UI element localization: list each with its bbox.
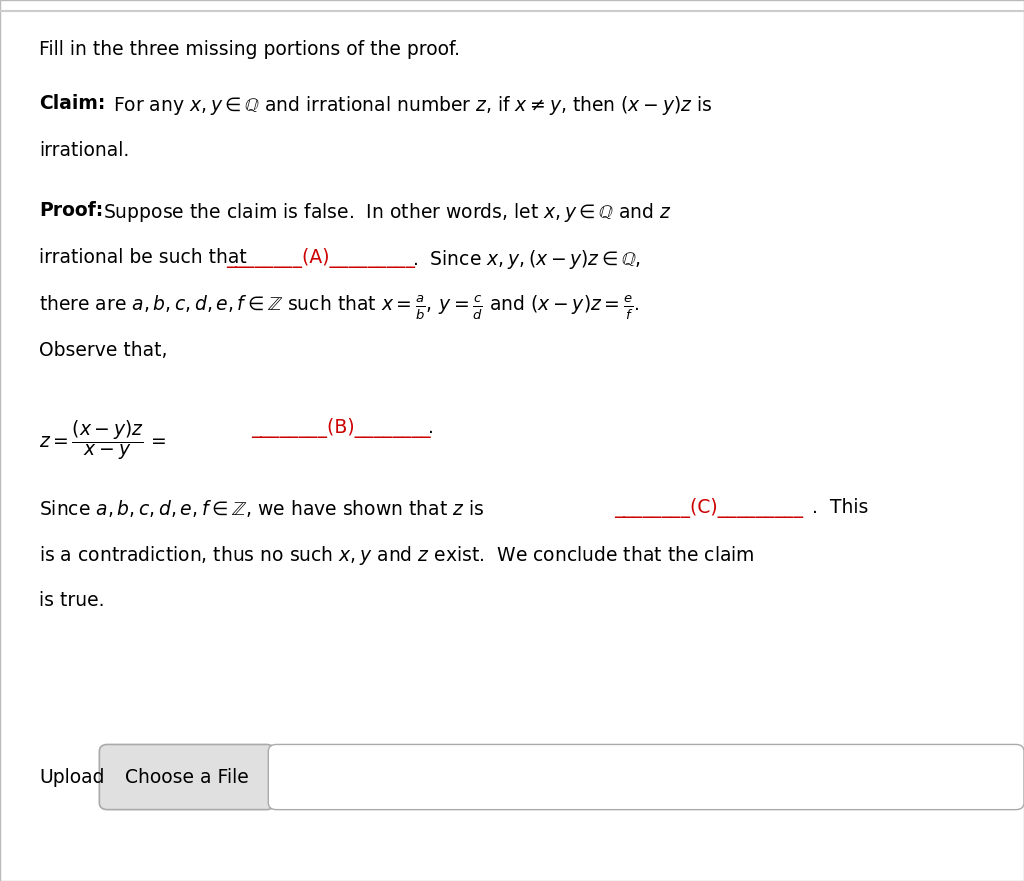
FancyBboxPatch shape [99,744,274,810]
Text: ________(C)_________: ________(C)_________ [614,498,804,518]
Text: For any $x, y \in \mathbb{Q}$ and irrational number $z$, if $x \neq y$, then $(x: For any $x, y \in \mathbb{Q}$ and irrati… [113,94,712,117]
FancyBboxPatch shape [268,744,1024,810]
Text: is true.: is true. [39,591,104,611]
Text: Suppose the claim is false.  In other words, let $x, y \in \mathbb{Q}$ and $z$: Suppose the claim is false. In other wor… [103,201,672,224]
Text: ________(A)_________: ________(A)_________ [226,248,416,268]
Text: Since $a, b, c, d, e, f \in \mathbb{Z}$, we have shown that $z$ is: Since $a, b, c, d, e, f \in \mathbb{Z}$,… [39,498,485,519]
Text: ________(B)________: ________(B)________ [251,418,430,439]
Text: irrational be such that: irrational be such that [39,248,253,267]
Text: irrational.: irrational. [39,141,129,160]
Text: Observe that,: Observe that, [39,341,167,360]
Text: Claim:: Claim: [39,94,105,114]
Text: $z = \dfrac{(x-y)z}{x-y}\, = $: $z = \dfrac{(x-y)z}{x-y}\, = $ [39,418,166,463]
Text: is a contradiction, thus no such $x, y$ and $z$ exist.  We conclude that the cla: is a contradiction, thus no such $x, y$ … [39,544,755,567]
Text: .: . [428,418,434,438]
Text: Upload: Upload [39,767,104,787]
Text: Fill in the three missing portions of the proof.: Fill in the three missing portions of th… [39,40,460,59]
Text: .  Since $x, y, (x - y)z \in \mathbb{Q}$,: . Since $x, y, (x - y)z \in \mathbb{Q}$, [412,248,641,270]
Text: there are $a, b, c, d, e, f \in \mathbb{Z}$ such that $x = \frac{a}{b},\, y = \f: there are $a, b, c, d, e, f \in \mathbb{… [39,294,639,322]
Text: .  This: . This [812,498,868,517]
Text: Proof:: Proof: [39,201,103,220]
Text: Choose a File: Choose a File [125,767,249,787]
